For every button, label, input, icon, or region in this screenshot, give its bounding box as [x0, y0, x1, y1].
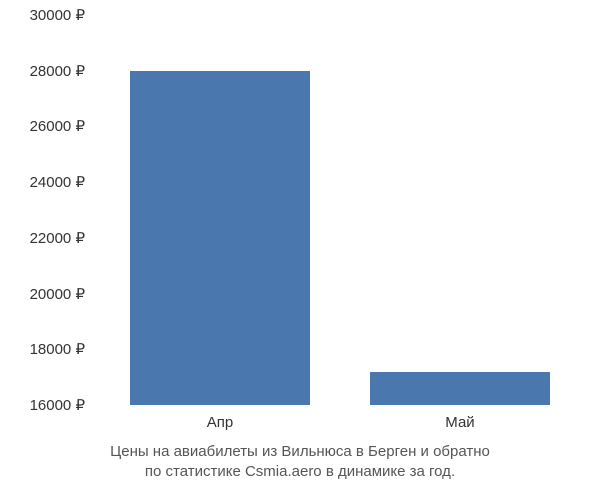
x-tick-label: Апр [207, 414, 233, 431]
bar [130, 71, 310, 405]
y-tick-label: 24000 ₽ [30, 173, 85, 191]
y-tick-label: 20000 ₽ [30, 285, 85, 303]
y-tick-label: 28000 ₽ [30, 62, 85, 80]
y-tick-label: 18000 ₽ [30, 340, 85, 358]
caption-line-2: по статистике Csmia.aero в динамике за г… [145, 463, 455, 480]
y-axis: 16000 ₽18000 ₽20000 ₽22000 ₽24000 ₽26000… [0, 15, 95, 405]
x-tick-label: Май [445, 414, 474, 431]
caption-line-1: Цены на авиабилеты из Вильнюса в Берген … [110, 443, 490, 460]
chart-caption: Цены на авиабилеты из Вильнюса в Берген … [0, 442, 600, 483]
y-tick-label: 26000 ₽ [30, 117, 85, 135]
x-axis: Апр Май [100, 410, 580, 440]
y-tick-label: 30000 ₽ [30, 6, 85, 24]
price-chart: 16000 ₽ 18000 ₽ 20000 ₽ 22000 ₽ 24000 ₽ 26000… [0, 0, 600, 500]
bar [370, 372, 550, 405]
y-tick-label: 22000 ₽ [30, 229, 85, 247]
plot-area [100, 15, 580, 405]
y-tick-label: 16000 ₽ [30, 396, 85, 414]
